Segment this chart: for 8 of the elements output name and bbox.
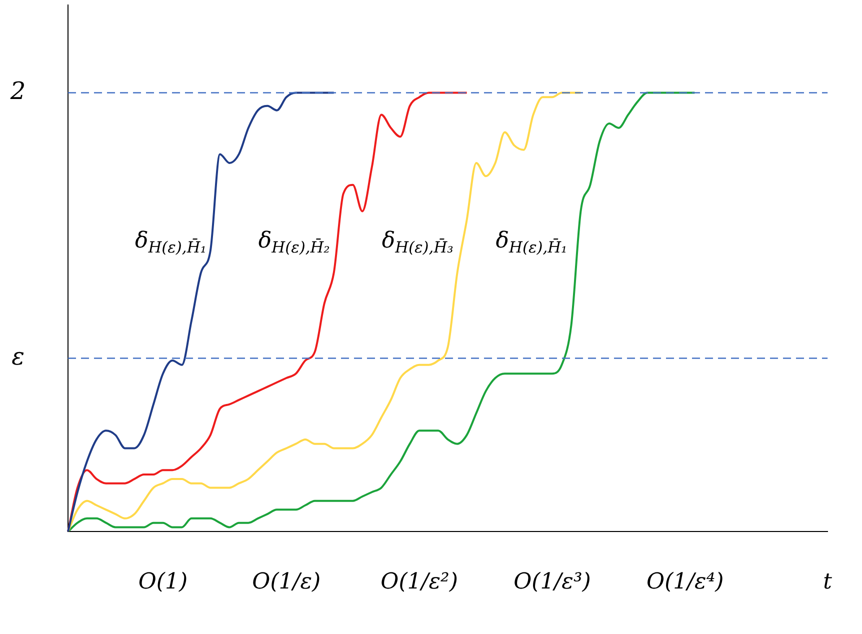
text: 2: [9, 77, 26, 105]
x-tick-label: O(1): [138, 570, 188, 595]
x-tick-label: O(1/ε): [252, 570, 321, 595]
x-tick-label: O(1/ε²): [380, 570, 458, 595]
text: ε: [12, 342, 24, 370]
x-tick-label: t: [823, 570, 832, 595]
x-tick-label: O(1/ε⁴): [646, 570, 724, 595]
x-tick-label: O(1/ε³): [514, 570, 591, 595]
